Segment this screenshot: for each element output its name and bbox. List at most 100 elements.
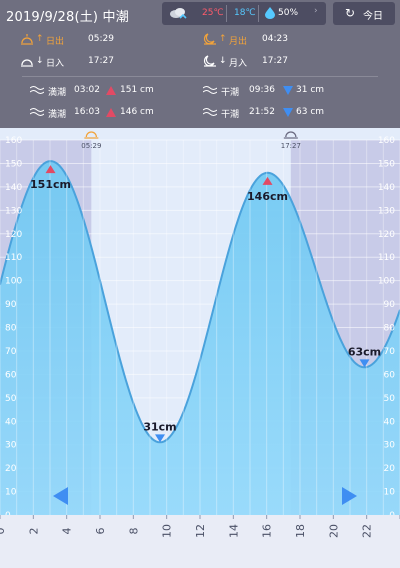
high-tide-marker-icon: [262, 176, 273, 185]
y-tick-label-left: 140: [5, 183, 22, 193]
x-axis-band: [0, 515, 400, 568]
y-tick-label-right: 60: [384, 370, 396, 380]
sunrise-time: 05:29: [88, 34, 114, 44]
x-tick-label: 22: [361, 524, 374, 538]
y-tick-label-left: 110: [5, 253, 22, 263]
date-title: 2019/9/28(土) 中潮: [6, 10, 129, 25]
sunrise-mark-icon: [85, 131, 97, 138]
tide-area: [0, 161, 400, 515]
high-tide-height-1: 151 cm: [120, 85, 154, 95]
sun-mark-time: 17:27: [281, 142, 301, 150]
low-tide-time-1: 09:36: [249, 85, 275, 95]
wave-icon: [29, 107, 45, 120]
moonset-label: 月入: [229, 59, 248, 69]
temp-high: 25℃: [202, 8, 224, 18]
drop-icon: [265, 7, 275, 22]
x-tick-label: 16: [261, 524, 274, 538]
low-tide-height-2: 63 cm: [296, 107, 325, 117]
high-tide-label: 満潮: [48, 110, 67, 120]
moonset-time: 17:27: [262, 56, 288, 66]
low-tide-marker-icon: [359, 359, 370, 368]
y-tick-label-right: 120: [378, 230, 395, 240]
y-tick-label-left: 80: [5, 324, 17, 334]
y-tick-label-right: 80: [384, 324, 396, 334]
y-tick-label-right: 50: [384, 394, 396, 404]
prev-day-button[interactable]: [48, 483, 74, 509]
y-tick-label-left: 150: [5, 159, 22, 169]
y-tick-label-right: 20: [384, 464, 396, 474]
y-tick-label-right: 150: [378, 159, 395, 169]
divider-2: [258, 5, 259, 22]
y-tick-label-right: 40: [384, 417, 396, 427]
y-tick-label-right: 10: [384, 488, 396, 498]
refresh-icon: ↻: [345, 6, 356, 20]
high-tide-label: 満潮: [48, 88, 67, 98]
y-tick-label-left: 60: [5, 370, 17, 380]
sun-marks: 05:29 17:27: [81, 131, 301, 150]
y-tick-label-left: 130: [5, 206, 22, 216]
y-tick-label-left: 120: [5, 230, 22, 240]
high-tide-marker-icon: [106, 108, 116, 117]
low-tide-label: 干潮: [221, 110, 240, 120]
next-day-button[interactable]: [336, 483, 362, 509]
low-tide-time-2: 21:52: [249, 107, 275, 117]
y-tick-label-left: 20: [5, 464, 17, 474]
y-tick-label-left: 10: [5, 488, 17, 498]
x-tick-label: 0: [0, 528, 7, 535]
x-tick-label: 14: [227, 524, 240, 538]
y-tick-label-left: 40: [5, 417, 17, 427]
moonrise-icon: [203, 33, 217, 48]
tide-line: [0, 160, 400, 444]
chart-grid-overlay: [0, 140, 400, 515]
weather-panel[interactable]: 25℃ 18℃ 50% ›: [162, 2, 326, 25]
y-tick-label-left: 160: [5, 136, 22, 146]
low-tide-marker-icon: [155, 434, 165, 443]
tide-extremes: 151cm 31cm 146cm 63cm: [30, 165, 381, 443]
sunset-label: 日入: [46, 59, 65, 69]
low-tide-label: 干潮: [221, 88, 240, 98]
y-tick-label-right: 100: [378, 277, 395, 287]
y-tick-label-right: 160: [378, 136, 395, 146]
today-button[interactable]: ↻ 今日: [333, 2, 395, 25]
divider-1: [226, 5, 227, 22]
y-tick-label-left: 70: [5, 347, 17, 357]
x-tick-label: 6: [94, 528, 107, 535]
low-tide-marker-icon: [283, 108, 293, 117]
high-tide-label: 151cm: [30, 178, 71, 191]
y-tick-label-left: 100: [5, 277, 22, 287]
moonrise-time: 04:23: [262, 34, 288, 44]
wave-icon: [29, 85, 45, 98]
tide-header: 2019/9/28(土) 中潮 25℃ 18℃ 50% › ↻ 今日 ↑ 日出 …: [0, 0, 400, 128]
tide-chart: 0102030405060708090100110120130140150160…: [0, 128, 400, 568]
y-tick-label-right: 110: [378, 253, 395, 263]
sunrise-icon: [20, 33, 34, 48]
low-tide-label: 63cm: [348, 345, 381, 358]
y-tick-label-right: 130: [378, 206, 395, 216]
sunset-icon: [20, 55, 34, 70]
x-tick-label: 20: [327, 524, 340, 538]
cloud-icon: [168, 6, 188, 23]
temp-low: 18℃: [234, 8, 256, 18]
wave-icon: [202, 107, 218, 120]
x-tick-label: 12: [194, 524, 207, 538]
y-tick-label-right: 30: [384, 441, 396, 451]
sunset-mark-icon: [285, 131, 297, 138]
low-tide-label: 31cm: [143, 420, 176, 433]
y-tick-label-left: 90: [5, 300, 17, 310]
high-tide-time-2: 16:03: [74, 107, 100, 117]
moonrise-label: 月出: [229, 37, 248, 47]
high-tide-label: 146cm: [247, 190, 288, 203]
sun-mark-time: 05:29: [81, 142, 101, 150]
high-tide-height-2: 146 cm: [120, 107, 154, 117]
right-arrow-icon: [342, 487, 357, 505]
high-tide-time-1: 03:02: [74, 85, 100, 95]
chevron-right-icon: ›: [314, 6, 318, 16]
x-tick-label: 8: [127, 528, 140, 535]
y-tick-label-right: 70: [384, 347, 396, 357]
y-tick-label-left: 50: [5, 394, 17, 404]
moonset-icon: [203, 55, 217, 70]
x-tick-label: 2: [27, 528, 40, 535]
low-tide-marker-icon: [283, 86, 293, 95]
